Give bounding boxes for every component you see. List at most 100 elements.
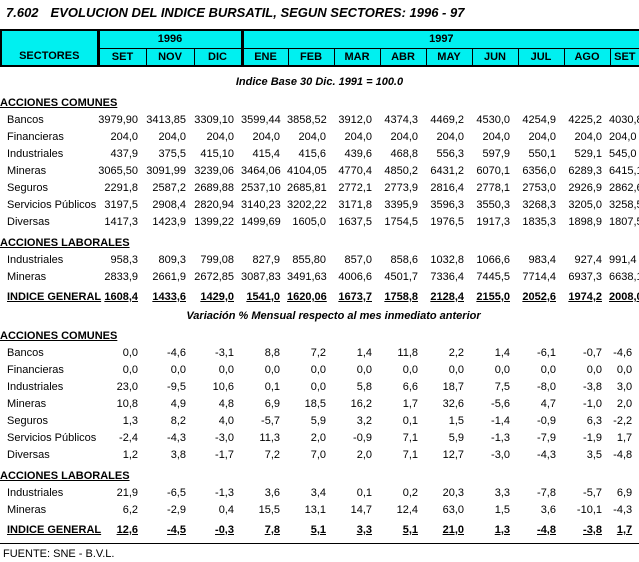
- value-cell: -3,8: [583, 524, 602, 536]
- footer-divider: FUENTE: SNE - B.V.L.: [0, 543, 639, 560]
- value-cell: 3464,06: [241, 165, 281, 177]
- table-row-financieras: Financieras 0,0 0,0 0,0 0,0 0,0 0,0 0,0 0,0 0,0 0…: [0, 362, 639, 379]
- value-cell: 1,3: [122, 415, 138, 427]
- value-cell: -3,1: [215, 347, 234, 359]
- value-cell: 858,6: [390, 254, 418, 266]
- column-header-table: SECTORES 1996 1997 SET NOV DIC ENE FEB M…: [0, 29, 639, 67]
- value-cell: 21,0: [442, 524, 464, 536]
- value-cell: 437,9: [110, 148, 138, 160]
- value-cell: 556,3: [436, 148, 464, 160]
- value-cell: 1399,22: [194, 216, 234, 228]
- value-cell: 7,0: [310, 449, 326, 461]
- value-cell: 12,7: [442, 449, 464, 461]
- value-cell: 2926,9: [568, 182, 602, 194]
- year-header-row: SECTORES 1996 1997: [0, 29, 639, 67]
- value-cell: 1499,69: [241, 216, 281, 228]
- row-label: Diversas: [7, 449, 50, 461]
- table-row-indice-general: INDICE GENERAL 12,6 -4,5 -0,3 7,8 5,1 3,3 5,1 2…: [0, 519, 639, 539]
- value-cell: -4,6: [167, 347, 186, 359]
- table-row-seguros: Seguros 1,3 8,2 4,0 -5,7 5,9 3,2 0,1 1,5 -1,4 -0,…: [0, 413, 639, 430]
- value-cell: 2,0: [310, 432, 326, 444]
- table-number: 7.602: [6, 5, 39, 20]
- value-cell: 415,6: [298, 148, 326, 160]
- value-cell: 827,9: [252, 254, 280, 266]
- value-cell: 6431,2: [430, 165, 464, 177]
- value-cell: 3091,99: [146, 165, 186, 177]
- section-label-acciones-comunes: ACCIONES COMUNES: [0, 330, 118, 342]
- value-cell: 2128,4: [430, 291, 464, 303]
- value-cell: -0,3: [215, 524, 234, 536]
- table-row-servicios-publicos: Servicios Públicos -2,4 -4,3 -3,0 11,3 2,0 -0…: [0, 430, 639, 447]
- value-cell: 1605,0: [292, 216, 326, 228]
- row-label: Mineras: [7, 165, 47, 177]
- value-cell: 3979,90: [98, 114, 138, 126]
- table-row-laborales-mineras: Mineras 6,2 -2,9 0,4 15,5 13,1 14,7 12,4 63,0 1,…: [0, 502, 639, 519]
- month-header: NOV: [145, 47, 195, 67]
- value-cell: -0,9: [353, 432, 372, 444]
- table-row-industriales: Industriales 437,9 375,5 415,10 415,4 415,6 4…: [0, 146, 639, 163]
- value-cell: 3,6: [540, 504, 556, 516]
- value-cell: -1,3: [491, 432, 510, 444]
- value-cell: 1,3: [494, 524, 510, 536]
- value-cell: 32,6: [442, 398, 464, 410]
- value-cell: -4,3: [537, 449, 556, 461]
- value-cell: -4,8: [613, 449, 633, 461]
- value-cell: 11,8: [397, 347, 418, 359]
- value-cell: 0,1: [264, 381, 280, 393]
- value-cell: 3858,52: [287, 114, 327, 126]
- month-header: DIC: [193, 47, 243, 67]
- value-cell: 6,9: [264, 398, 280, 410]
- value-cell: -4,5: [167, 524, 186, 536]
- value-cell: 2833,9: [104, 271, 138, 283]
- value-cell: 3596,3: [430, 199, 464, 211]
- value-cell: 3258,5: [609, 199, 639, 211]
- value-cell: 12,4: [396, 504, 418, 516]
- value-cell: 3395,9: [384, 199, 418, 211]
- value-cell: 2008,0: [609, 291, 639, 303]
- section-label-acciones-laborales: ACCIONES LABORALES: [0, 237, 130, 249]
- value-cell: 18,5: [304, 398, 326, 410]
- value-cell: 7714,4: [522, 271, 556, 283]
- value-cell: -1,7: [215, 449, 234, 461]
- value-cell: 204,0: [298, 131, 326, 143]
- value-cell: 4225,2: [568, 114, 602, 126]
- month-header: JUL: [517, 47, 565, 67]
- value-cell: 6,3: [586, 415, 602, 427]
- value-cell: 468,8: [390, 148, 418, 160]
- value-cell: 0,0: [402, 364, 418, 376]
- section-header-row: ACCIONES COMUNES: [0, 91, 639, 112]
- row-label: INDICE GENERAL: [7, 524, 102, 536]
- sectors-header-cell: SECTORES: [0, 29, 99, 67]
- value-cell: -4,3: [613, 504, 633, 516]
- value-cell: 1433,6: [152, 291, 186, 303]
- value-cell: 10,6: [212, 381, 234, 393]
- value-cell: 4254,9: [522, 114, 556, 126]
- value-cell: 2816,4: [430, 182, 464, 194]
- value-cell: 4,7: [540, 398, 556, 410]
- value-cell: 529,1: [574, 148, 602, 160]
- value-cell: 809,3: [158, 254, 186, 266]
- value-cell: 4530,0: [476, 114, 510, 126]
- table-row-industriales: Industriales 23,0 -9,5 10,6 0,1 0,0 5,8 6,6 18,…: [0, 379, 639, 396]
- value-cell: 7,2: [310, 347, 326, 359]
- row-label: Bancos: [7, 347, 44, 359]
- value-cell: 1417,3: [104, 216, 138, 228]
- row-label: INDICE GENERAL: [7, 291, 102, 303]
- value-cell: 3413,85: [146, 114, 186, 126]
- table-row-seguros: Seguros 2291,8 2587,2 2689,88 2537,10 2685,8…: [0, 180, 639, 197]
- value-cell: 2,0: [356, 449, 372, 461]
- value-cell: 1,2: [122, 449, 138, 461]
- value-cell: -1,4: [491, 415, 510, 427]
- value-cell: 855,80: [292, 254, 326, 266]
- value-cell: 4469,2: [430, 114, 464, 126]
- value-cell: 63,0: [442, 504, 464, 516]
- value-cell: 0,0: [540, 364, 556, 376]
- table-row-bancos: Bancos 0,0 -4,6 -3,1 8,8 7,2 1,4 11,8 2,2 1,4 -6,…: [0, 345, 639, 362]
- value-cell: -7,9: [537, 432, 556, 444]
- value-cell: 2,2: [448, 347, 464, 359]
- table-row-laborales-mineras: Mineras 2833,9 2661,9 2672,85 3087,83 3491,6…: [0, 269, 639, 286]
- value-cell: 550,1: [528, 148, 556, 160]
- value-cell: -1,0: [583, 398, 602, 410]
- value-cell: 6937,3: [568, 271, 602, 283]
